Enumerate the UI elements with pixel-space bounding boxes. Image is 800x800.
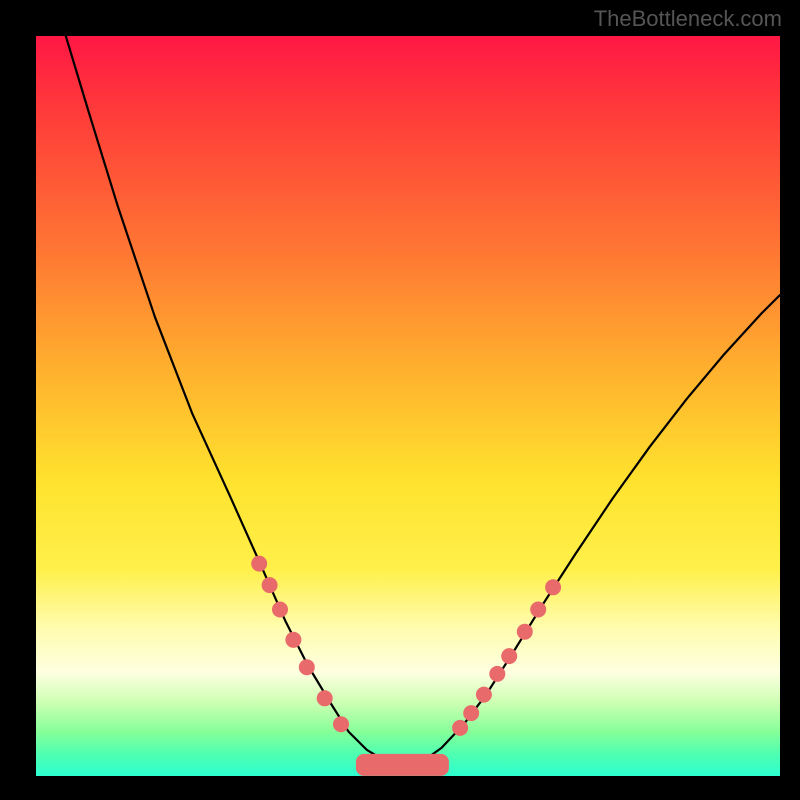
marker-dot — [530, 602, 546, 618]
marker-dot — [517, 624, 533, 640]
watermark-text: TheBottleneck.com — [594, 6, 782, 32]
marker-dot — [285, 632, 301, 648]
marker-dot — [489, 666, 505, 682]
marker-dot — [317, 690, 333, 706]
marker-dot — [463, 705, 479, 721]
marker-dot — [545, 579, 561, 595]
marker-dot — [476, 687, 492, 703]
chart-plot-area — [36, 36, 780, 776]
marker-dot — [262, 577, 278, 593]
marker-dot — [452, 720, 468, 736]
marker-dot — [501, 648, 517, 664]
chart-svg — [36, 36, 780, 776]
marker-bottom-bar — [356, 754, 449, 776]
marker-dot — [299, 659, 315, 675]
marker-dot — [251, 556, 267, 572]
marker-dot — [333, 716, 349, 732]
marker-dot — [272, 602, 288, 618]
gradient-background — [36, 36, 780, 776]
